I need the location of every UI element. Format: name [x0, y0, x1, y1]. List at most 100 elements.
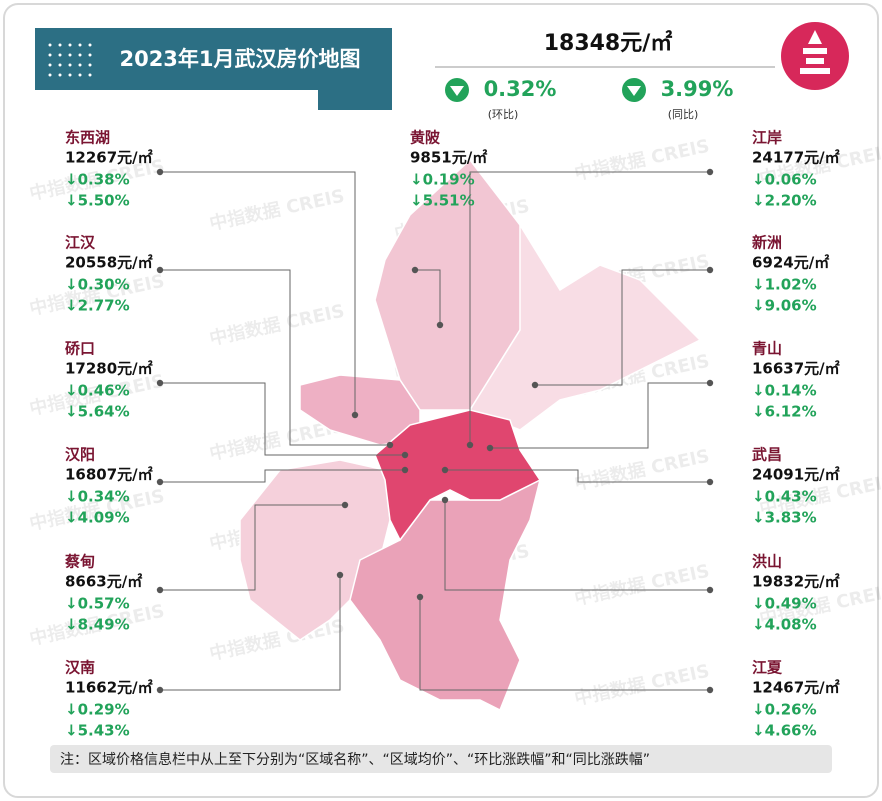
leader-dot: [341, 501, 349, 509]
district-yoy: ↓4.66%: [752, 722, 817, 740]
leader-dot: [401, 466, 409, 474]
leader-dot: [156, 266, 164, 274]
down-arrow: [450, 86, 464, 96]
leader-line: [160, 171, 356, 415]
district-price: 17280元/㎡: [65, 360, 153, 378]
district-mom: ↓0.34%: [65, 488, 130, 506]
district-yoy: ↓4.09%: [65, 509, 130, 527]
leader-dot: [156, 586, 164, 594]
district-price: 19832元/㎡: [752, 573, 840, 591]
district-name: 青山: [752, 340, 782, 358]
district-mom: ↓0.46%: [65, 382, 130, 400]
overall-price: 18348元/㎡: [544, 30, 673, 56]
leader-dot: [706, 168, 714, 176]
district-yoy: ↓6.12%: [752, 403, 817, 421]
title-banner: [35, 28, 392, 110]
district-mom: ↓0.29%: [65, 701, 130, 719]
district-name: 蔡甸: [64, 553, 95, 571]
district-price: 11662元/㎡: [65, 679, 153, 697]
leader-line: [160, 575, 341, 691]
yoy-label: (同比): [668, 108, 699, 121]
district-name: 黄陂: [410, 129, 441, 147]
logo-tower: [800, 30, 830, 74]
district-price: 6924元/㎡: [752, 254, 829, 272]
leader-dot: [156, 379, 164, 387]
leader-dot: [156, 686, 164, 694]
logo: [781, 22, 849, 90]
leader-dot: [706, 586, 714, 594]
district-name: 东西湖: [65, 129, 110, 147]
district-yoy: ↓2.77%: [65, 297, 130, 315]
leader-dot: [706, 686, 714, 694]
district-mom: ↓0.26%: [752, 701, 817, 719]
leader-dot: [466, 441, 474, 449]
district-name: 江岸: [752, 129, 782, 147]
district-yoy: ↓8.49%: [65, 616, 130, 634]
district-mom: ↓0.49%: [752, 595, 817, 613]
district-price: 24177元/㎡: [752, 149, 840, 167]
leader-dot: [441, 466, 449, 474]
banner-dots: [48, 43, 92, 77]
district-price: 16807元/㎡: [65, 466, 153, 484]
yoy-value: 3.99%: [661, 77, 734, 101]
down-arrow: [627, 86, 641, 96]
leader-dot: [386, 441, 394, 449]
district-yoy: ↓4.08%: [752, 616, 817, 634]
map: [239, 158, 702, 712]
district-price: 12467元/㎡: [752, 679, 840, 697]
leader-line: [160, 504, 345, 591]
leader-line: [160, 469, 405, 483]
leader-dot: [486, 444, 494, 452]
district-price: 12267元/㎡: [65, 149, 153, 167]
district-mom: ↓0.38%: [65, 171, 130, 189]
district-name: 江汉: [65, 234, 96, 252]
leader-dot: [336, 571, 344, 579]
leader-dot: [401, 451, 409, 459]
district-yoy: ↓5.50%: [65, 192, 130, 210]
leader-line: [469, 171, 710, 445]
leader-dot: [416, 593, 424, 601]
region: [374, 409, 542, 542]
district-name: 武昌: [752, 446, 782, 464]
region: [468, 222, 702, 431]
leader-dot: [706, 266, 714, 274]
region: [349, 478, 542, 712]
district-name: 洪山: [752, 553, 782, 571]
district-name: 汉阳: [65, 446, 95, 464]
district-price: 16637元/㎡: [752, 360, 840, 378]
district-price: 24091元/㎡: [752, 466, 840, 484]
district-name: 新洲: [752, 234, 782, 252]
leader-dot: [411, 266, 419, 274]
district-price: 20558元/㎡: [65, 254, 153, 272]
leader-line: [160, 269, 390, 446]
leader-dot: [351, 411, 359, 419]
leader-dot: [531, 381, 539, 389]
leader-dot: [706, 379, 714, 387]
district-mom: ↓0.14%: [752, 382, 817, 400]
district-name: 江夏: [752, 659, 783, 677]
mom-label: (环比): [488, 108, 519, 121]
leader-dot: [156, 168, 164, 176]
district-yoy: ↓3.83%: [752, 509, 817, 527]
note-bar: [50, 745, 832, 773]
leader-line: [445, 469, 710, 483]
leader-line: [535, 269, 710, 386]
district-mom: ↓0.19%: [410, 171, 475, 189]
leader-dot: [706, 478, 714, 486]
title: 2023年1月武汉房价地图: [119, 47, 360, 71]
leader-line: [444, 500, 710, 591]
district-yoy: ↓5.51%: [410, 192, 475, 210]
district-yoy: ↓9.06%: [752, 297, 817, 315]
district-name: 硚口: [65, 340, 95, 358]
district-yoy: ↓2.20%: [752, 192, 817, 210]
district-mom: ↓1.02%: [752, 276, 817, 294]
leader-dot: [441, 496, 449, 504]
district-price: 9851元/㎡: [410, 149, 487, 167]
leader-line: [419, 597, 710, 691]
mom-value: 0.32%: [484, 77, 557, 101]
leader-line: [415, 269, 441, 325]
leader-line: [160, 382, 405, 456]
district-mom: ↓0.43%: [752, 488, 817, 506]
district-mom: ↓0.30%: [65, 276, 130, 294]
